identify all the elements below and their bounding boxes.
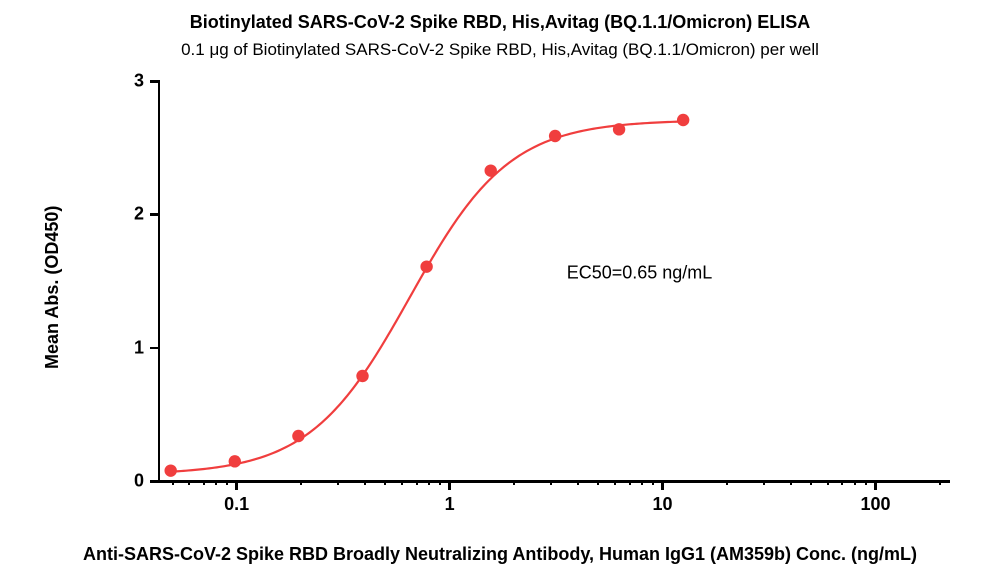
x-tick-minor: [810, 480, 812, 485]
data-point: [549, 130, 561, 142]
x-tick-minor: [401, 480, 403, 485]
data-point: [613, 123, 625, 135]
y-tick-label: 1: [134, 337, 144, 358]
x-tick-minor: [827, 480, 829, 485]
x-tick-minor: [763, 480, 765, 485]
x-tick-major: [661, 480, 664, 490]
data-points: [160, 80, 950, 480]
data-point: [356, 370, 368, 382]
x-tick-minor: [629, 480, 631, 485]
y-tick: [150, 80, 160, 83]
x-tick-minor: [172, 480, 174, 485]
x-tick-major: [874, 480, 877, 490]
x-tick-minor: [226, 480, 228, 485]
x-tick-minor: [364, 480, 366, 485]
x-tick-minor: [577, 480, 579, 485]
x-tick-minor: [550, 480, 552, 485]
x-tick-minor: [641, 480, 643, 485]
x-tick-minor: [939, 480, 941, 485]
y-tick: [150, 213, 160, 216]
y-tick: [150, 480, 160, 483]
x-tick-minor: [726, 480, 728, 485]
x-tick-minor: [337, 480, 339, 485]
x-tick-minor: [203, 480, 205, 485]
x-tick-minor: [790, 480, 792, 485]
data-point: [420, 260, 432, 272]
x-tick-label: 1: [445, 494, 455, 515]
y-axis-label: Mean Abs. (OD450): [42, 0, 63, 575]
x-tick-minor: [416, 480, 418, 485]
data-point: [485, 164, 497, 176]
x-tick-major: [448, 480, 451, 490]
y-tick-label: 3: [134, 71, 144, 92]
plot-area: EC50=0.65 ng/mL: [160, 80, 950, 480]
x-tick-label: 0.1: [224, 494, 249, 515]
x-tick-minor: [597, 480, 599, 485]
x-tick-minor: [865, 480, 867, 485]
data-point: [229, 455, 241, 467]
chart-title: Biotinylated SARS-CoV-2 Spike RBD, His,A…: [0, 12, 1000, 33]
ec50-annotation: EC50=0.65 ng/mL: [567, 263, 713, 284]
y-tick: [150, 347, 160, 350]
x-tick-minor: [841, 480, 843, 485]
x-axis-line: [160, 480, 950, 483]
x-tick-minor: [428, 480, 430, 485]
x-tick-minor: [439, 480, 441, 485]
chart-subtitle: 0.1 μg of Biotinylated SARS-CoV-2 Spike …: [0, 40, 1000, 60]
x-tick-minor: [854, 480, 856, 485]
x-tick-minor: [188, 480, 190, 485]
y-tick-label: 0: [134, 471, 144, 492]
x-tick-minor: [513, 480, 515, 485]
data-point: [292, 430, 304, 442]
data-point: [164, 464, 176, 476]
x-axis-label: Anti-SARS-CoV-2 Spike RBD Broadly Neutra…: [0, 544, 1000, 565]
x-tick-minor: [300, 480, 302, 485]
x-tick-minor: [384, 480, 386, 485]
x-tick-minor: [614, 480, 616, 485]
x-tick-label: 100: [860, 494, 890, 515]
x-tick-major: [235, 480, 238, 490]
y-tick-label: 2: [134, 204, 144, 225]
x-tick-minor: [215, 480, 217, 485]
data-point: [677, 114, 689, 126]
x-tick-label: 10: [653, 494, 673, 515]
x-tick-minor: [652, 480, 654, 485]
